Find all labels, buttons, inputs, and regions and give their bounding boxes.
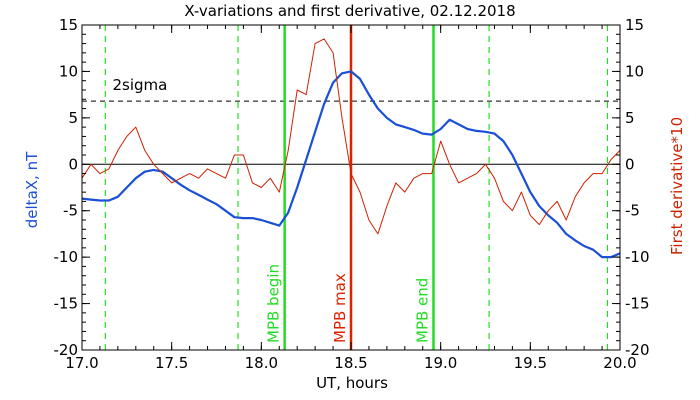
series-layer [81, 38, 621, 259]
x-tick-label-5: 19.5 [514, 354, 547, 372]
y-left-tick-label-4: -5 [63, 202, 78, 220]
y-right-tick-label-4: -5 [625, 202, 640, 220]
y-right-tick-label-7: -20 [625, 341, 650, 359]
x-tick-label-6: 20.0 [603, 354, 636, 372]
x-axis-label: UT, hours [316, 374, 388, 392]
sigma-label: 2sigma [112, 76, 167, 94]
y-left-tick-label-0: 15 [59, 16, 78, 34]
y-left-tick-label-1: 10 [59, 62, 78, 80]
y-right-tick-label-0: 15 [625, 16, 644, 34]
y-axis-left-label: deltaX, nT [23, 151, 41, 228]
mpb-label-1: MPB max [331, 273, 349, 343]
y-left-tick-label-7: -20 [54, 341, 79, 359]
chart-title: X-variations and first derivative, 02.12… [184, 2, 515, 20]
y-left-tick-label-6: -15 [54, 295, 79, 313]
x-tick-label-1: 17.5 [155, 354, 188, 372]
y-axis-right-label: First derivative*10 [668, 117, 686, 255]
y-right-tick-label-1: 10 [625, 62, 644, 80]
y-right-tick-label-6: -15 [625, 295, 650, 313]
series-deltaX [81, 70, 621, 259]
x-tick-label-0: 17.0 [65, 354, 98, 372]
annotations: 2sigma MPB begin MPB max MPB end [112, 76, 431, 343]
ticks: 17.0 17.5 18.0 18.5 19.0 19.5 20.0 15 10 5 0 -5 -10 -… [54, 16, 650, 372]
series-derivative [81, 38, 621, 235]
mpb-label-0: MPB begin [265, 264, 283, 343]
x-tick-label-2: 18.0 [245, 354, 278, 372]
mpb-label-2: MPB end [413, 278, 431, 343]
y-left-tick-label-3: 0 [68, 155, 78, 173]
x-tick-label-3: 18.5 [334, 354, 367, 372]
y-right-tick-label-3: 0 [625, 155, 635, 173]
x-tick-label-4: 19.0 [424, 354, 457, 372]
vertical-markers [104, 25, 609, 350]
y-right-tick-label-5: -10 [625, 248, 650, 266]
y-left-tick-label-2: 5 [68, 109, 78, 127]
y-right-tick-label-2: 5 [625, 109, 635, 127]
y-left-tick-label-5: -10 [54, 248, 79, 266]
